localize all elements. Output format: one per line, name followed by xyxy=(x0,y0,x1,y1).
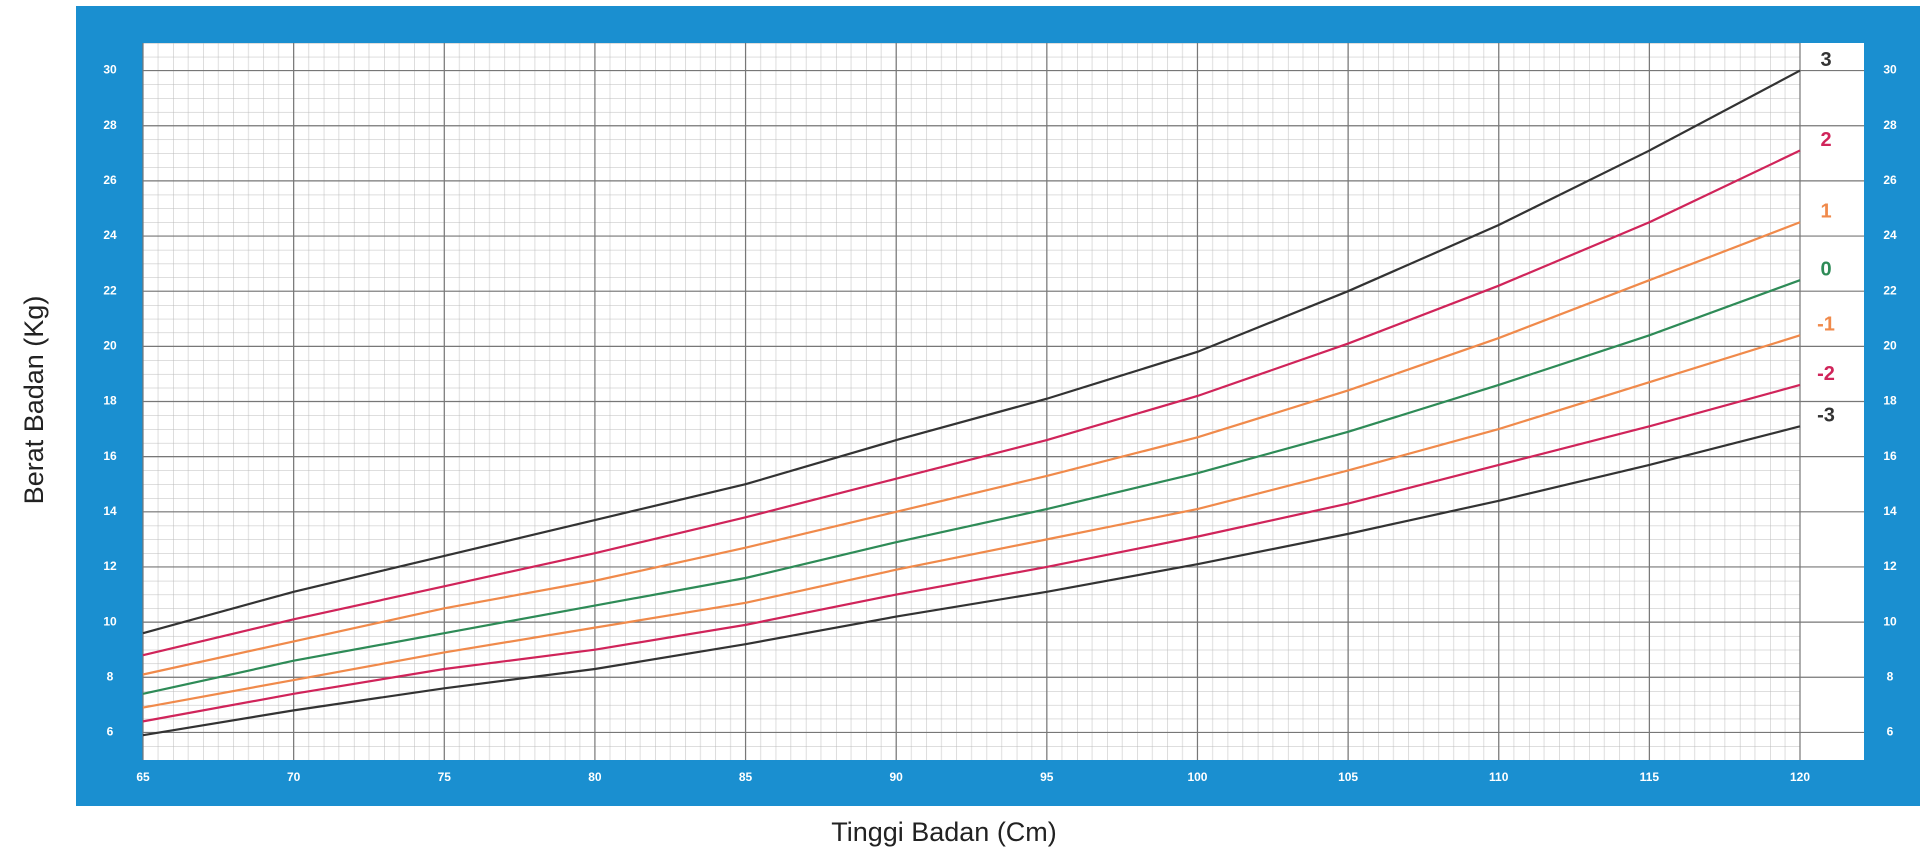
series-line xyxy=(142,149,1801,657)
series-line xyxy=(142,425,1801,737)
y-tick-label: 28 xyxy=(103,118,117,132)
y-tick-label: 16 xyxy=(103,449,117,463)
y-tick-label: 22 xyxy=(103,283,117,297)
x-tick-label: 70 xyxy=(287,770,301,784)
y-tick-label-right: 14 xyxy=(1883,504,1897,518)
y-tick-label: 12 xyxy=(103,559,117,573)
y-tick-label-right: 26 xyxy=(1883,173,1897,187)
x-axis-title: Tinggi Badan (Cm) xyxy=(831,817,1057,847)
series-line xyxy=(142,383,1801,723)
y-tick-label: 24 xyxy=(103,228,117,242)
y-tick-label-right: 10 xyxy=(1883,614,1897,628)
y-tick-label-right: 24 xyxy=(1883,228,1897,242)
y-tick-label-right: 18 xyxy=(1883,394,1897,408)
y-tick-label-right: 22 xyxy=(1883,283,1897,297)
x-tick-label: 95 xyxy=(1040,770,1054,784)
series-label: 2 xyxy=(1820,129,1831,151)
y-tick-label: 20 xyxy=(103,339,117,353)
series-label: 3 xyxy=(1820,49,1831,71)
x-tick-label: 110 xyxy=(1489,770,1509,784)
x-tick-label: 80 xyxy=(588,770,602,784)
x-tick-label: 75 xyxy=(438,770,452,784)
x-tick-label: 85 xyxy=(739,770,753,784)
x-tick-label: 115 xyxy=(1640,770,1660,784)
y-tick-label: 10 xyxy=(103,614,117,628)
y-tick-label: 14 xyxy=(103,504,117,518)
y-tick-label-right: 28 xyxy=(1883,118,1897,132)
y-tick-label: 18 xyxy=(103,394,117,408)
y-axis-title: Berat Badan (Kg) xyxy=(19,296,49,505)
series-label: 0 xyxy=(1820,258,1831,280)
series-label: -1 xyxy=(1817,314,1835,336)
series-line xyxy=(142,221,1801,676)
series-line xyxy=(142,69,1801,635)
x-tick-label: 90 xyxy=(890,770,904,784)
series-label: -3 xyxy=(1817,405,1835,427)
y-tick-label: 26 xyxy=(103,173,117,187)
y-tick-label-right: 8 xyxy=(1887,669,1894,683)
y-tick-label-right: 16 xyxy=(1883,449,1897,463)
x-tick-label: 120 xyxy=(1790,770,1810,784)
x-tick-label: 65 xyxy=(136,770,150,784)
series-line xyxy=(142,334,1801,709)
y-tick-label-right: 12 xyxy=(1883,559,1897,573)
y-tick-label: 30 xyxy=(103,63,117,77)
x-tick-label: 100 xyxy=(1187,770,1207,784)
series-label: 1 xyxy=(1820,201,1831,223)
x-tick-label: 105 xyxy=(1338,770,1358,784)
y-tick-label: 6 xyxy=(107,725,114,739)
y-tick-label-right: 6 xyxy=(1887,725,1894,739)
y-tick-label-right: 20 xyxy=(1883,339,1897,353)
series-label: -2 xyxy=(1817,363,1835,385)
y-tick-label-right: 30 xyxy=(1883,63,1897,77)
series-line xyxy=(142,279,1801,695)
y-tick-label: 8 xyxy=(107,669,114,683)
